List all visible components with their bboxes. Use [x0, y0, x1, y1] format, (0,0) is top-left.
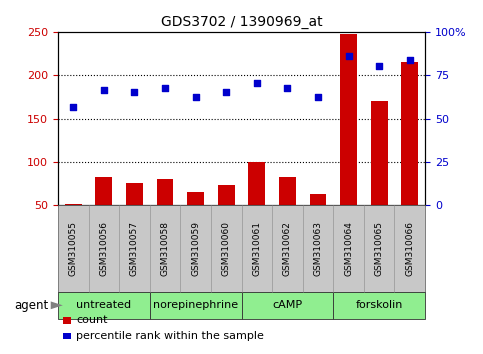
Point	[70, 104, 77, 110]
Bar	[340, 34, 357, 205]
Text: forskolin: forskolin	[355, 300, 403, 310]
Point	[192, 94, 199, 100]
Point	[253, 80, 261, 86]
Point	[130, 89, 138, 95]
Bar	[187, 192, 204, 205]
Text: percentile rank within the sample: percentile rank within the sample	[76, 331, 264, 341]
Bar	[401, 62, 418, 205]
Text: GSM310061: GSM310061	[252, 221, 261, 276]
Text: GSM310065: GSM310065	[375, 221, 384, 276]
Text: GSM310064: GSM310064	[344, 221, 353, 276]
Point	[406, 57, 413, 62]
Text: GSM310056: GSM310056	[99, 221, 108, 276]
Text: norepinephrine: norepinephrine	[153, 300, 238, 310]
Point	[314, 94, 322, 100]
Text: agent: agent	[14, 299, 48, 312]
Point	[375, 63, 383, 69]
Text: count: count	[76, 315, 108, 325]
Bar	[65, 204, 82, 205]
Text: GSM310060: GSM310060	[222, 221, 231, 276]
Point	[100, 87, 108, 93]
Text: untreated: untreated	[76, 300, 131, 310]
Text: GSM310058: GSM310058	[160, 221, 170, 276]
Bar	[218, 185, 235, 205]
Text: GSM310059: GSM310059	[191, 221, 200, 276]
Text: GSM310063: GSM310063	[313, 221, 323, 276]
Bar	[96, 177, 112, 205]
Point	[161, 85, 169, 91]
Text: cAMP: cAMP	[272, 300, 302, 310]
Point	[345, 53, 353, 59]
Bar	[371, 101, 387, 205]
Point	[222, 89, 230, 95]
Bar	[279, 177, 296, 205]
Bar	[248, 162, 265, 205]
Text: GSM310055: GSM310055	[69, 221, 78, 276]
Bar	[126, 183, 143, 205]
Point	[284, 85, 291, 91]
Text: GSM310057: GSM310057	[130, 221, 139, 276]
Title: GDS3702 / 1390969_at: GDS3702 / 1390969_at	[161, 16, 322, 29]
Bar	[156, 179, 173, 205]
Bar	[310, 194, 327, 205]
Text: GSM310066: GSM310066	[405, 221, 414, 276]
Text: GSM310062: GSM310062	[283, 221, 292, 276]
